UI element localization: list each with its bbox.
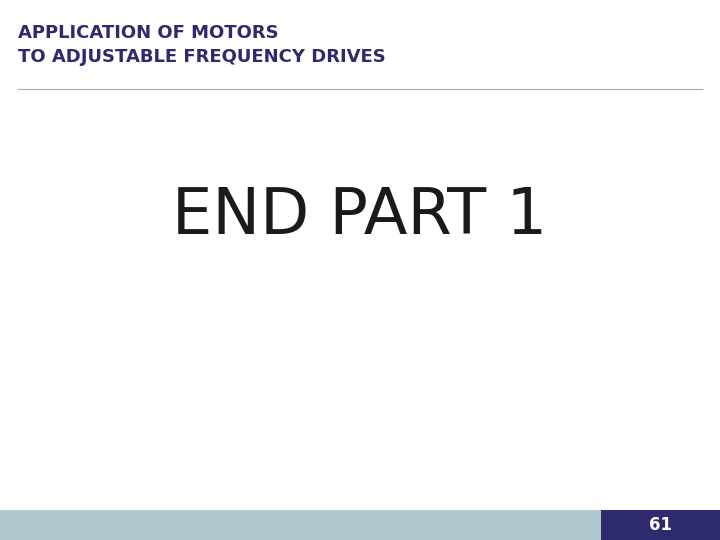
Text: END PART 1: END PART 1 xyxy=(172,185,548,247)
Bar xyxy=(601,510,720,540)
Text: APPLICATION OF MOTORS
TO ADJUSTABLE FREQUENCY DRIVES: APPLICATION OF MOTORS TO ADJUSTABLE FREQ… xyxy=(18,24,386,66)
Text: 61: 61 xyxy=(649,516,672,534)
Bar xyxy=(0,510,720,540)
